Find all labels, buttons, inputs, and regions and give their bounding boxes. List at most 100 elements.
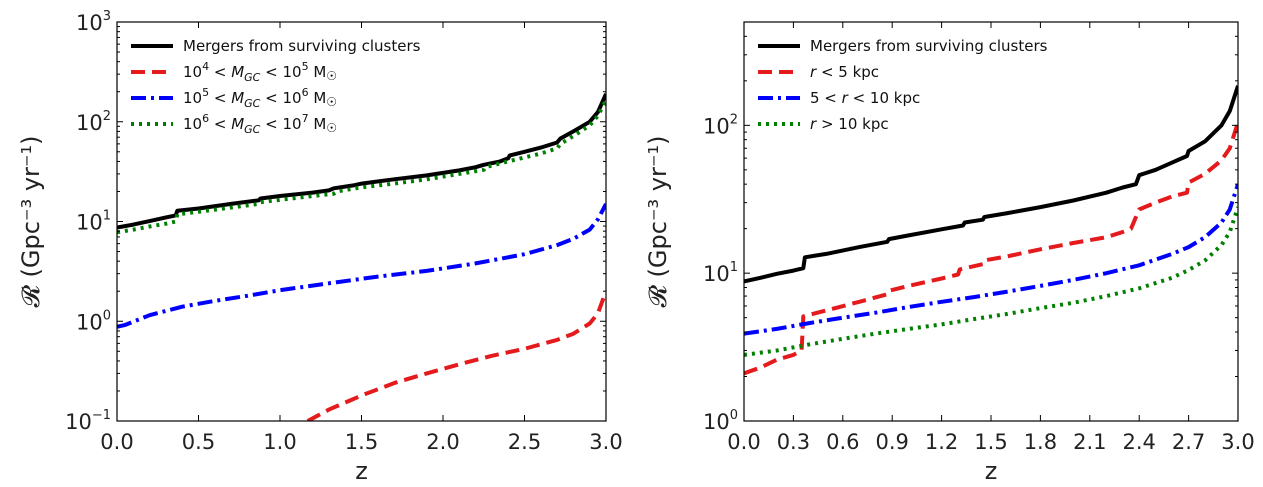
y-tick-base: 10 <box>703 410 730 434</box>
y-tick-exponent: 1 <box>103 209 111 224</box>
y-tick-label: 101 <box>703 260 738 286</box>
series-line-3 <box>744 183 1238 336</box>
legend-math-symbol: M <box>231 89 244 107</box>
series-line-3 <box>117 202 606 329</box>
legend-text-part: M <box>309 115 327 133</box>
y-tick-base: 10 <box>76 11 103 35</box>
legend-label-4: r > 10 kpc <box>810 115 889 133</box>
legend-math-symbol: r <box>842 89 849 107</box>
y-tick-exponent: 1 <box>730 260 738 275</box>
legend-text-part: > 10 kpc <box>816 115 888 133</box>
x-tick-label: 3.0 <box>589 430 622 454</box>
x-tick-label: 0.3 <box>777 430 810 454</box>
y-tick-label: 101 <box>76 209 111 235</box>
legend-math-symbol: r <box>810 63 817 81</box>
y-tick-label: 103 <box>76 9 111 35</box>
legend-label-2: r < 5 kpc <box>810 63 879 81</box>
legend-text-part: < 10 <box>260 115 301 133</box>
legend-text-part: 10 <box>183 63 202 81</box>
x-tick-label: 2.5 <box>508 430 541 454</box>
y-axis-label: 𝓡 (Gpc⁻³ yr⁻¹) <box>17 135 45 307</box>
x-tick-label: 1.0 <box>263 430 296 454</box>
legend-math-symbol: M <box>231 115 244 133</box>
legend-text-part: M <box>309 63 327 81</box>
x-tick-label: 2.1 <box>1073 430 1106 454</box>
y-tick-base: 10 <box>703 262 730 286</box>
legend-subscript: ☉ <box>326 121 337 135</box>
legend-text-part: < 5 kpc <box>816 63 879 81</box>
x-axis-label: z <box>985 457 998 485</box>
legend-superscript: 5 <box>202 86 209 99</box>
plot-frame <box>116 21 607 422</box>
series-line-2 <box>744 121 1238 376</box>
y-tick-label: 102 <box>703 112 738 138</box>
y-tick-exponent: 3 <box>103 9 111 24</box>
x-tick-label: 1.5 <box>974 430 1007 454</box>
legend-text-part: 5 < <box>810 89 842 107</box>
legend-label-4: 106 < MGC < 107 M☉ <box>183 112 337 136</box>
y-axis-label: 𝓡 (Gpc⁻³ yr⁻¹) <box>644 135 672 307</box>
y-tick-base: 10 <box>76 310 103 334</box>
series-line-2 <box>306 290 606 421</box>
series-line-4 <box>117 99 606 235</box>
legend-text-part: < 10 <box>260 63 301 81</box>
x-tick-label: 0.5 <box>182 430 215 454</box>
x-tick-label: 2.4 <box>1122 430 1155 454</box>
x-axis-label: z <box>355 457 368 485</box>
legend-label-2: 104 < MGC < 105 M☉ <box>183 60 337 84</box>
series-line-1 <box>744 85 1238 284</box>
x-tick-label: 2.7 <box>1172 430 1205 454</box>
legend-text-part: 10 <box>183 115 202 133</box>
legend-math-symbol: r <box>810 115 817 133</box>
legend-math-symbol: M <box>231 63 244 81</box>
y-tick-label: 100 <box>703 408 738 434</box>
x-tick-label: 0.0 <box>100 430 133 454</box>
legend-superscript: 6 <box>202 112 209 125</box>
legend-text-part: < <box>209 63 231 81</box>
y-tick-label: 102 <box>76 109 111 135</box>
legend-label-3: 105 < MGC < 106 M☉ <box>183 86 337 110</box>
legend-subscript: GC <box>244 123 261 136</box>
legend-text-part: M <box>309 89 327 107</box>
legend-text-part: < <box>209 89 231 107</box>
x-tick-label: 1.2 <box>925 430 958 454</box>
x-tick-label: 1.8 <box>1024 430 1057 454</box>
legend-subscript: ☉ <box>326 69 337 83</box>
y-tick-base: 10 <box>76 111 103 135</box>
legend-subscript: ☉ <box>326 95 337 109</box>
plot-frame <box>743 21 1239 422</box>
y-tick-base: 10 <box>703 114 730 138</box>
legend-subscript: GC <box>244 97 261 110</box>
chart-left: 0.0 0.5 1.0 1.5 2.0 2.5 3.010−1100101102103z𝓡 … <box>17 9 623 485</box>
legend-label-3: 5 < r < 10 kpc <box>810 89 920 107</box>
legend-superscript: 6 <box>302 86 309 99</box>
series-line-4 <box>744 206 1238 357</box>
legend-text-part: < 10 kpc <box>848 89 920 107</box>
legend-text-part: Mergers from surviving clusters <box>183 37 421 55</box>
y-tick-exponent: −1 <box>92 408 111 423</box>
series-line-1 <box>117 93 606 230</box>
y-tick-exponent: 0 <box>730 408 738 423</box>
y-tick-exponent: 0 <box>103 308 111 323</box>
legend-superscript: 5 <box>302 60 309 73</box>
y-tick-base: 10 <box>76 211 103 235</box>
legend-subscript: GC <box>244 71 261 84</box>
chart-right: 0.0 0.3 0.6 0.9 1.2 1.5 1.8 2.1 2.4 2.7 3.01001011… <box>644 21 1255 485</box>
legend-text-part: < 10 <box>260 89 301 107</box>
legend-superscript: 7 <box>302 112 309 125</box>
y-tick-base: 10 <box>65 410 92 434</box>
x-tick-label: 2.0 <box>426 430 459 454</box>
x-tick-label: 0.9 <box>875 430 908 454</box>
y-tick-label: 100 <box>76 308 111 334</box>
x-tick-label: 3.0 <box>1221 430 1254 454</box>
y-tick-label: 10−1 <box>65 408 111 434</box>
legend: Mergers from surviving clusters r < 5 kpc… <box>758 37 1048 133</box>
x-tick-label: 1.5 <box>345 430 378 454</box>
legend-text-part: < <box>209 115 231 133</box>
x-tick-label: 0.0 <box>727 430 760 454</box>
legend-label-1: Mergers from surviving clusters <box>183 37 421 55</box>
y-tick-exponent: 2 <box>730 112 738 127</box>
y-tick-exponent: 2 <box>103 109 111 124</box>
